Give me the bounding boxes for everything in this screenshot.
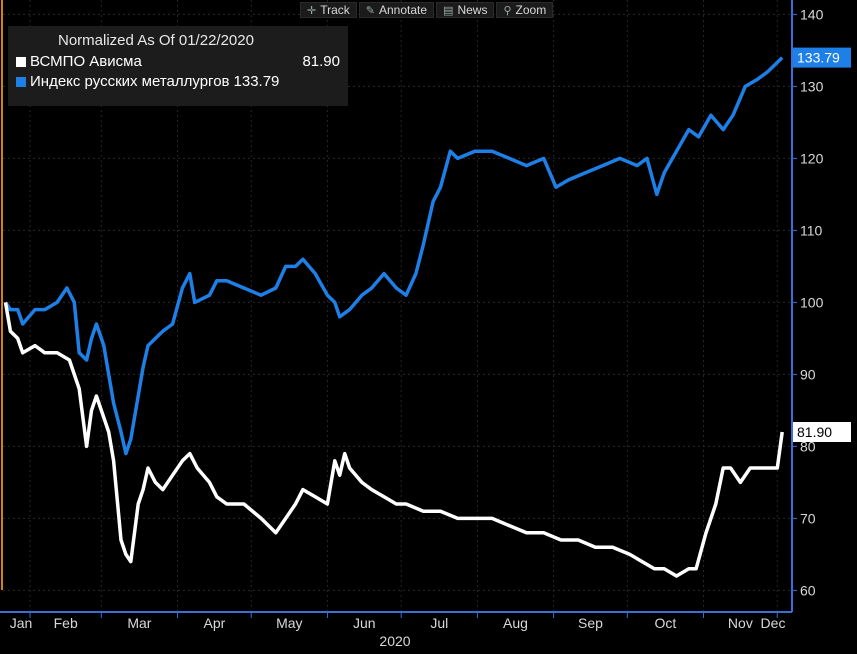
last-value-label: 81.90 [797, 424, 832, 440]
news-button[interactable]: ▤ News [436, 2, 495, 18]
y-tick-label: 70 [800, 510, 816, 526]
last-value-badge [793, 422, 851, 442]
y-tick-label: 80 [800, 438, 816, 454]
series-line-vsmpo [3, 302, 784, 578]
legend-item-vsmpo[interactable]: ВСМПО Ависма 81.90 [16, 52, 340, 72]
chart-toolbar: ✛ Track ✎ Annotate ▤ News ⚲ Zoom [300, 2, 554, 18]
legend-item-index[interactable]: Индекс русских металлургов 133.79 [16, 72, 340, 92]
x-tick-label: Mar [127, 615, 151, 631]
x-tick-label: Jan [10, 615, 33, 631]
x-tick-label: Jul [430, 615, 448, 631]
x-axis-ticks: Jan Feb Mar Apr May Jun Jul Aug Sep Oct Nov Dec [10, 612, 786, 631]
track-button[interactable]: ✛ Track [300, 2, 357, 18]
legend-swatch-blue [16, 77, 26, 87]
annotate-button[interactable]: ✎ Annotate [358, 2, 435, 18]
x-tick-label: Apr [203, 615, 225, 631]
series-lines [3, 56, 784, 578]
legend-item-value: 81.90 [302, 53, 340, 70]
y-tick-label: 60 [800, 582, 816, 598]
series-line-index [4, 56, 784, 456]
y-tick-label: 130 [800, 78, 824, 94]
y-tick-label: 120 [800, 150, 824, 166]
legend-swatch-white [16, 57, 26, 67]
y-tick-label: 90 [800, 366, 816, 382]
x-tick-label: Sep [578, 615, 603, 631]
news-icon: ▤ [443, 4, 454, 17]
legend-item-name: Индекс русских металлургов [30, 73, 230, 90]
x-tick-label: Dec [761, 615, 786, 631]
zoom-label: Zoom [515, 3, 547, 17]
chart-legend: Normalized As Of 01/22/2020 ВСМПО Ависма… [8, 26, 348, 106]
zoom-icon: ⚲ [503, 4, 512, 17]
crosshair-icon: ✛ [307, 4, 317, 17]
last-value-label: 133.79 [797, 50, 840, 66]
legend-item-name: ВСМПО Ависма [30, 53, 142, 70]
zoom-button[interactable]: ⚲ Zoom [496, 2, 554, 18]
annotate-label: Annotate [379, 3, 428, 17]
last-value-labels: 81.90 133.79 [793, 47, 851, 442]
x-tick-label: Feb [54, 615, 78, 631]
x-tick-label: May [276, 615, 302, 631]
legend-title: Normalized As Of 01/22/2020 [58, 32, 254, 49]
y-tick-label: 140 [800, 6, 824, 22]
y-tick-label: 110 [800, 222, 823, 238]
pencil-icon: ✎ [365, 4, 375, 17]
last-value-badge [793, 47, 851, 68]
y-axis-ticks: 60 70 80 90 100 110 120 130 140 [792, 6, 824, 598]
x-tick-label: Aug [503, 615, 528, 631]
legend-item-value: 133.79 [233, 73, 280, 90]
y-tick-label: 100 [800, 294, 824, 310]
x-axis-year-label: 2020 [379, 633, 410, 649]
x-tick-label: Jun [353, 615, 376, 631]
news-label: News [457, 3, 488, 17]
x-tick-label: Nov [728, 615, 753, 631]
x-tick-label: Oct [655, 615, 677, 631]
track-label: Track [320, 3, 350, 17]
